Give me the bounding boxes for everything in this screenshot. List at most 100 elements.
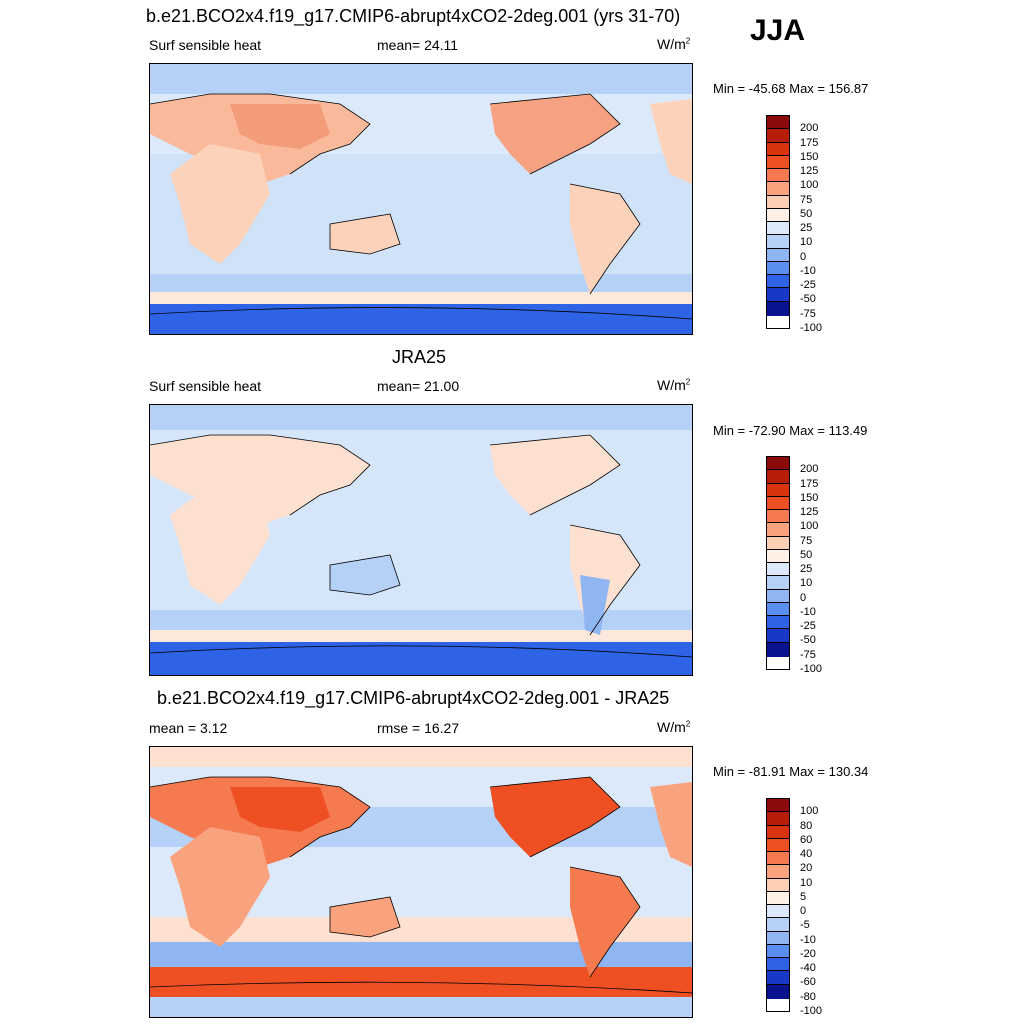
colorbar-tick-label: -80 xyxy=(800,990,816,1003)
colorbar-tick-label: -5 xyxy=(800,919,810,932)
colorbar-tick-label: -25 xyxy=(800,279,816,292)
panel2-map-svg xyxy=(150,405,692,675)
colorbar-tick-label: 60 xyxy=(800,833,813,846)
colorbar-tick-label: 50 xyxy=(800,548,813,561)
colorbar-swatch xyxy=(767,483,789,497)
colorbar-tick-label: 25 xyxy=(800,222,813,235)
panel2-title: JRA25 xyxy=(392,347,447,367)
panel2-units: W/m2 xyxy=(657,377,691,393)
colorbar-swatch xyxy=(767,275,789,289)
colorbar-swatch xyxy=(767,825,789,839)
panel3-map-svg xyxy=(150,747,692,1017)
panel3-mean: mean = 3.12 xyxy=(149,720,228,736)
colorbar-swatch xyxy=(767,248,789,262)
colorbar-tick-label: -50 xyxy=(800,293,816,306)
colorbar-tick-label: 150 xyxy=(800,491,819,504)
colorbar-swatch xyxy=(767,470,789,484)
colorbar-swatch xyxy=(767,958,789,972)
colorbar-tick-label: -100 xyxy=(800,663,823,675)
panel1-mean: mean= 24.11 xyxy=(377,37,459,53)
colorbar-swatch xyxy=(767,616,789,630)
panel2-map xyxy=(149,404,693,676)
colorbar-swatch xyxy=(767,208,789,223)
colorbar-tick-label: 75 xyxy=(800,193,813,206)
colorbar-tick-label: -100 xyxy=(800,322,823,334)
colorbar-swatch xyxy=(767,642,789,657)
colorbar-swatch xyxy=(767,182,789,196)
colorbar-swatch xyxy=(767,169,789,183)
panel1-colorbar xyxy=(766,115,790,329)
colorbar-tick-label: 0 xyxy=(800,591,807,604)
colorbar-tick-label: 100 xyxy=(800,179,819,192)
panel1-map-svg xyxy=(150,64,692,334)
colorbar-swatch xyxy=(767,799,789,813)
colorbar-swatch xyxy=(767,891,789,906)
colorbar-tick-label: 125 xyxy=(800,506,819,519)
colorbar-swatch xyxy=(767,812,789,826)
colorbar-tick-label: -75 xyxy=(800,648,816,661)
colorbar-tick-label: -40 xyxy=(800,962,816,975)
colorbar-swatch xyxy=(767,142,789,156)
colorbar-tick-label: 10 xyxy=(800,876,813,889)
colorbar-tick-label: 100 xyxy=(800,520,819,533)
colorbar-tick-label: 25 xyxy=(800,563,813,576)
colorbar-tick-label: -50 xyxy=(800,634,816,647)
colorbar-tick-label: -100 xyxy=(800,1005,823,1017)
colorbar-tick-label: 5 xyxy=(800,890,807,903)
panel3-map xyxy=(149,746,693,1018)
colorbar-swatch xyxy=(767,301,789,316)
colorbar-tick-label: 10 xyxy=(800,236,813,249)
colorbar-tick-label: 20 xyxy=(800,862,813,875)
panel3-title: b.e21.BCO2x4.f19_g17.CMIP6-abrupt4xCO2-2… xyxy=(157,688,670,708)
colorbar-swatch xyxy=(767,602,789,617)
colorbar-tick-label: 125 xyxy=(800,165,819,178)
colorbar-tick-label: -25 xyxy=(800,620,816,633)
colorbar-tick-label: -10 xyxy=(800,605,816,618)
colorbar-swatch xyxy=(767,288,789,302)
colorbar-swatch xyxy=(767,984,789,999)
colorbar-tick-label: 200 xyxy=(800,463,819,476)
colorbar-tick-label: 200 xyxy=(800,122,819,135)
colorbar-tick-label: 75 xyxy=(800,534,813,547)
colorbar-tick-label: -10 xyxy=(800,933,816,946)
panel1-map xyxy=(149,63,693,335)
colorbar-swatch xyxy=(767,865,789,879)
colorbar-swatch xyxy=(767,944,789,959)
colorbar-swatch xyxy=(767,536,789,550)
panel1-field-label: Surf sensible heat xyxy=(149,37,262,53)
colorbar-swatch xyxy=(767,222,789,236)
panel1-minmax: Min = -45.68 Max = 156.87 xyxy=(713,81,869,96)
colorbar-swatch xyxy=(767,155,789,170)
panel2-mean: mean= 21.00 xyxy=(377,378,460,394)
colorbar-tick-label: 175 xyxy=(800,477,819,490)
panel3-colorbar xyxy=(766,798,790,1012)
colorbar-swatch xyxy=(767,457,789,471)
colorbar-tick-label: 40 xyxy=(800,848,813,861)
colorbar-swatch xyxy=(767,195,789,209)
panel3-units: W/m2 xyxy=(657,719,691,735)
colorbar-swatch xyxy=(767,261,789,276)
panel1-units: W/m2 xyxy=(657,36,691,52)
colorbar-swatch xyxy=(767,235,789,249)
colorbar-tick-label: 150 xyxy=(800,150,819,163)
colorbar-tick-label: 0 xyxy=(800,250,807,263)
panel1-title: b.e21.BCO2x4.f19_g17.CMIP6-abrupt4xCO2-2… xyxy=(146,6,681,26)
colorbar-swatch xyxy=(767,918,789,932)
colorbar-tick-label: 50 xyxy=(800,207,813,220)
colorbar-swatch xyxy=(767,563,789,577)
colorbar-swatch xyxy=(767,496,789,511)
colorbar-tick-label: -20 xyxy=(800,947,816,960)
panel2-field-label: Surf sensible heat xyxy=(149,378,262,394)
colorbar-swatch xyxy=(767,589,789,603)
colorbar-swatch xyxy=(767,971,789,985)
colorbar-swatch xyxy=(767,629,789,643)
colorbar-swatch xyxy=(767,905,789,919)
season-label: JJA xyxy=(750,14,806,47)
colorbar-tick-label: 10 xyxy=(800,577,813,590)
colorbar-swatch xyxy=(767,510,789,524)
colorbar-swatch xyxy=(767,931,789,945)
colorbar-tick-label: 80 xyxy=(800,819,813,832)
colorbar-swatch xyxy=(767,116,789,130)
colorbar-tick-label: 0 xyxy=(800,905,807,918)
colorbar-tick-label: -60 xyxy=(800,976,816,989)
